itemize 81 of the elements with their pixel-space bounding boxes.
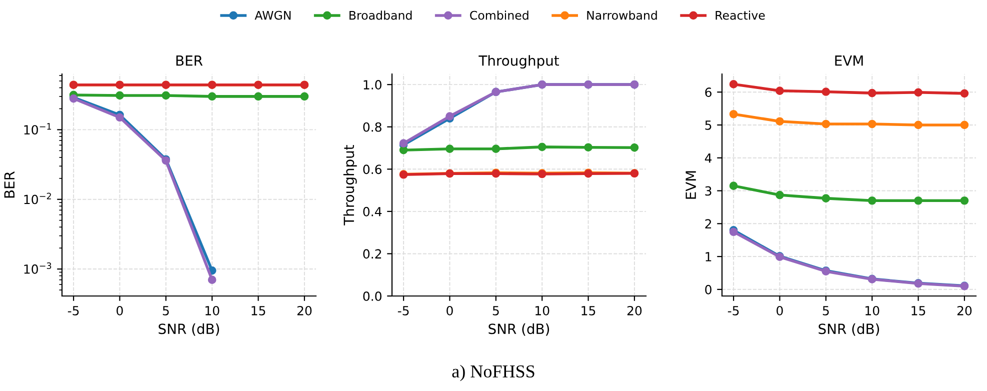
- x-tick-label: 0: [116, 306, 123, 316]
- legend-label: AWGN: [254, 10, 291, 20]
- point: [162, 91, 170, 100]
- x-tick-label: -5: [398, 306, 409, 316]
- y-tick-label: 5: [705, 120, 712, 130]
- x-tick-label: 5: [162, 306, 169, 316]
- point: [776, 190, 784, 200]
- legend-label: Reactive: [716, 10, 765, 20]
- y-tick-label: 1.0: [364, 80, 382, 90]
- y-tick-label: 0.6: [363, 164, 382, 174]
- x-tick-label: -5: [728, 306, 739, 316]
- chart-title: EVM: [835, 56, 863, 66]
- point: [868, 88, 876, 98]
- y-tick-label: 0.4: [363, 206, 382, 216]
- point: [960, 196, 969, 205]
- point: [776, 117, 784, 126]
- y-tick-label: 10$^{−2}$: [24, 192, 51, 204]
- x-tick-label: 15: [252, 306, 266, 316]
- x-tick-label: 15: [912, 306, 926, 316]
- point: [254, 92, 262, 101]
- y-tick-label: 3: [705, 186, 712, 196]
- point: [538, 142, 546, 152]
- x-tick-label: 0: [446, 306, 453, 316]
- legend-label: Combined: [470, 10, 528, 20]
- point: [729, 110, 738, 118]
- point: [960, 120, 969, 130]
- y-tick-label: 6: [705, 88, 712, 98]
- y-axis-title: BER: [4, 171, 14, 198]
- x-tick-label: 15: [582, 306, 596, 316]
- x-tick-label: -5: [68, 306, 79, 316]
- point: [868, 120, 876, 128]
- y-tick-label: 10$^{−3}$: [24, 262, 52, 274]
- point: [729, 182, 738, 190]
- legend-label: Broadband: [350, 10, 412, 20]
- x-axis-title: SNR (dB): [818, 323, 880, 336]
- y-tick-label: 2: [705, 219, 712, 228]
- point: [399, 146, 408, 154]
- point: [584, 143, 592, 152]
- point: [822, 88, 830, 96]
- point: [492, 144, 500, 154]
- point: [446, 112, 454, 120]
- point: [116, 113, 124, 122]
- x-axis-title: SNR (dB): [488, 323, 550, 336]
- y-tick-label: 0.8: [363, 122, 382, 132]
- text: a) NoFHSS: [452, 364, 534, 382]
- point: [822, 194, 830, 202]
- x-tick-label: 10: [206, 306, 220, 316]
- point: [914, 120, 922, 130]
- point: [822, 120, 830, 128]
- y-tick-label: 0: [705, 284, 712, 294]
- y-tick-label: 1: [706, 252, 712, 262]
- legend-label: Narrowband: [587, 10, 657, 20]
- point: [208, 276, 216, 284]
- y-axis-title: EVM: [686, 171, 696, 199]
- y-tick-label: 4: [704, 154, 712, 163]
- point: [116, 91, 124, 100]
- y-tick-label: 10$^{−1}$: [24, 123, 52, 135]
- point: [630, 143, 639, 152]
- x-axis-title: SNR (dB): [158, 323, 220, 336]
- x-tick-label: 0: [776, 306, 783, 316]
- x-tick-label: 10: [536, 306, 550, 316]
- y-tick-label: 0.2: [363, 249, 382, 259]
- x-tick-label: 5: [492, 306, 499, 316]
- point: [914, 196, 922, 205]
- y-tick-label: 0.0: [363, 291, 382, 301]
- chart-title: Throughput: [478, 55, 559, 69]
- point: [729, 80, 738, 88]
- x-tick-label: 20: [297, 306, 312, 316]
- point: [776, 86, 784, 95]
- point: [868, 196, 876, 205]
- point: [208, 92, 216, 101]
- x-tick-label: 20: [957, 306, 972, 316]
- point: [960, 89, 969, 98]
- x-tick-label: 5: [822, 306, 829, 316]
- x-tick-label: 10: [866, 306, 880, 316]
- chart-title: BER: [176, 56, 203, 66]
- x-tick-label: 20: [627, 306, 642, 316]
- point: [300, 92, 309, 101]
- point: [914, 88, 922, 97]
- point: [446, 144, 454, 154]
- y-axis-title: Throughput: [343, 145, 357, 226]
